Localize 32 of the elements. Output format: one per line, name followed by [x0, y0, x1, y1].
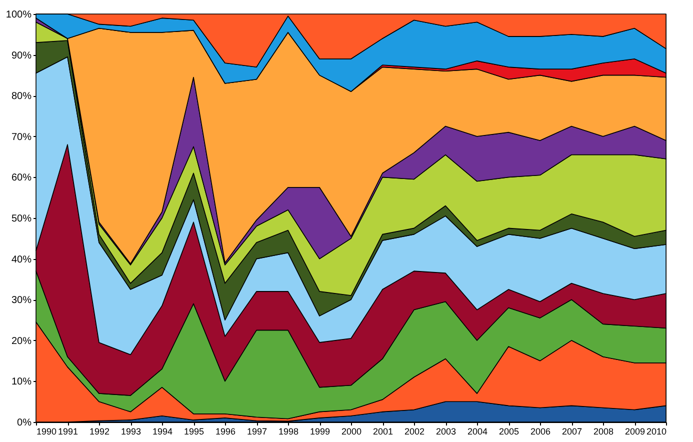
x-tick-label: 1994 — [152, 426, 173, 436]
x-tick-label: 2006 — [530, 426, 551, 436]
x-tick-label: 2001 — [372, 426, 394, 436]
x-tick-label: 2000 — [341, 426, 362, 436]
y-tick-label: 0% — [17, 418, 32, 428]
x-tick-label: 2010 — [646, 426, 666, 436]
y-tick-label: 100% — [6, 10, 32, 20]
x-tick-label: 1995 — [184, 426, 204, 436]
x-tick-label: 1999 — [310, 426, 330, 436]
x-tick-label: 1990 — [36, 426, 57, 436]
x-tick-label: 2008 — [593, 426, 614, 436]
x-tick-label: 2005 — [498, 426, 520, 436]
x-tick-label: 2007 — [562, 426, 582, 436]
y-tick-label: 10% — [11, 376, 32, 388]
y-tick-label: 30% — [11, 295, 32, 306]
y-tick-label: 90% — [11, 50, 32, 62]
x-tick-label: 2002 — [404, 426, 425, 436]
y-tick-label: 60% — [11, 172, 32, 184]
y-tick-label: 20% — [11, 336, 32, 347]
x-tick-label: 2009 — [624, 426, 646, 436]
x-tick-label: 2004 — [467, 426, 488, 436]
x-tick-label: 1993 — [120, 426, 142, 436]
x-tick-label: 2003 — [436, 426, 456, 436]
x-tick-label: 1996 — [215, 426, 236, 436]
y-tick-label: 70% — [11, 132, 32, 143]
y-tick-label: 50% — [11, 214, 32, 224]
x-tick-label: 1997 — [246, 426, 268, 436]
x-tick-label: 1998 — [278, 426, 299, 436]
y-tick-label: 40% — [11, 254, 32, 266]
y-tick-label: 80% — [11, 91, 32, 102]
x-tick-label: 1991 — [58, 426, 78, 436]
x-tick-label: 1992 — [89, 426, 110, 436]
